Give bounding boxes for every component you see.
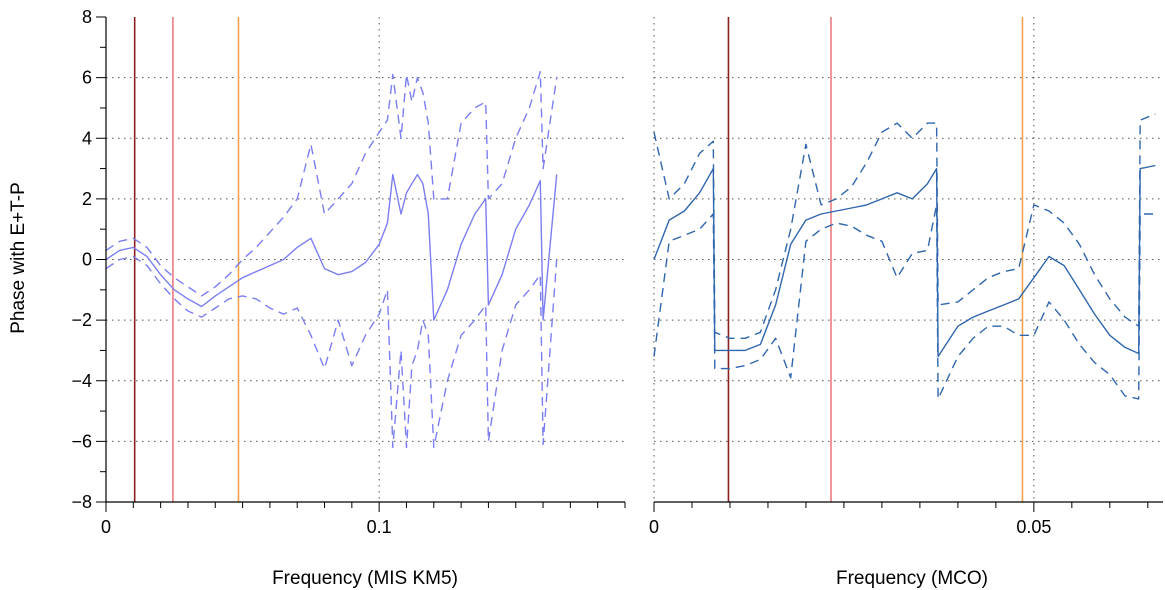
x-tick-label: 0.1	[367, 517, 392, 537]
phase-estimate-line	[105, 173, 558, 321]
y-tick-label: 0	[82, 250, 92, 270]
y-tick-label: −4	[71, 371, 92, 391]
left-panel: 0 0.1 −8 −6 −4 −2 0 2 4 6 8	[71, 7, 626, 537]
confidence-bound-line	[105, 70, 558, 297]
y-tick-label: −2	[71, 310, 92, 330]
x-tick-label: 0	[101, 517, 111, 537]
y-tick-label: 4	[82, 128, 92, 148]
x-tick-label: 0	[649, 517, 659, 537]
phase-estimate-line	[653, 164, 1156, 358]
y-axis-title: Phase with E+T-P	[8, 182, 29, 334]
y-tick-label: −6	[71, 431, 92, 451]
right-panel: 0 0.05	[649, 17, 1163, 537]
confidence-bound-line	[105, 255, 558, 449]
y-tick-label: 2	[82, 189, 92, 209]
y-tick-label: −8	[71, 492, 92, 512]
right-x-axis-title: Frequency (MCO)	[836, 568, 988, 589]
confidence-bound-line	[653, 113, 1156, 339]
left-x-axis-title: Frequency (MIS KM5)	[272, 568, 458, 589]
x-tick-label: 0.05	[1016, 517, 1051, 537]
y-tick-label: 8	[82, 7, 92, 27]
y-tick-label: 6	[82, 68, 92, 88]
